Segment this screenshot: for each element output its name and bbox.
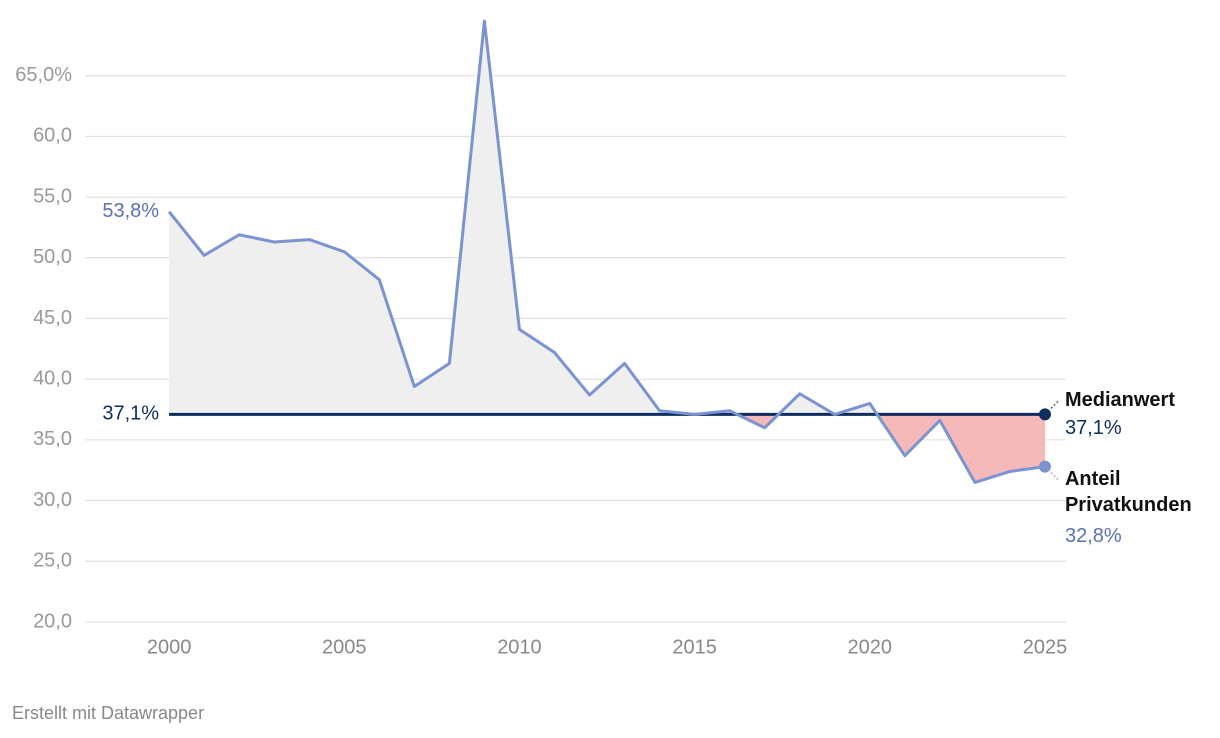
y-tick-label: 55,0 <box>33 185 72 207</box>
y-tick-label: 60,0 <box>33 125 72 147</box>
y-tick-label: 25,0 <box>33 550 72 572</box>
x-tick-label: 2025 <box>1023 636 1068 658</box>
leader <box>1050 472 1060 481</box>
x-tick-label: 2020 <box>848 636 893 658</box>
legend-label: Anteil Privatkunden <box>1064 467 1192 516</box>
credit: Erstellt mit Datawrapper <box>12 703 204 723</box>
y-tick-label: 50,0 <box>33 246 72 268</box>
y-tick-label: 20,0 <box>33 610 72 632</box>
value-label: 32,8% <box>1064 524 1122 547</box>
end-dot <box>1038 408 1051 421</box>
x-tick-label: 2010 <box>497 636 542 658</box>
line <box>167 19 1046 484</box>
value-label: 37,1% <box>1064 417 1122 440</box>
y-tick-label: 30,0 <box>33 489 72 511</box>
legend-label: Medianwert <box>1064 389 1175 412</box>
x-tick-label: 2015 <box>672 636 717 658</box>
end-dot <box>1038 460 1051 473</box>
value-label: 53,8% <box>102 200 159 222</box>
x-tick-label: 2005 <box>322 636 367 658</box>
y-tick-label: 45,0 <box>33 307 72 329</box>
area-below-median <box>737 414 1045 483</box>
value-label: 37,1% <box>102 403 159 425</box>
leader <box>1050 400 1060 409</box>
y-tick-label: 40,0 <box>33 367 72 389</box>
y-tick-label: 65,0% <box>15 64 72 86</box>
y-tick-label: 35,0 <box>33 428 72 450</box>
area-above-median <box>169 21 1045 415</box>
x-tick-label: 2000 <box>147 636 192 658</box>
